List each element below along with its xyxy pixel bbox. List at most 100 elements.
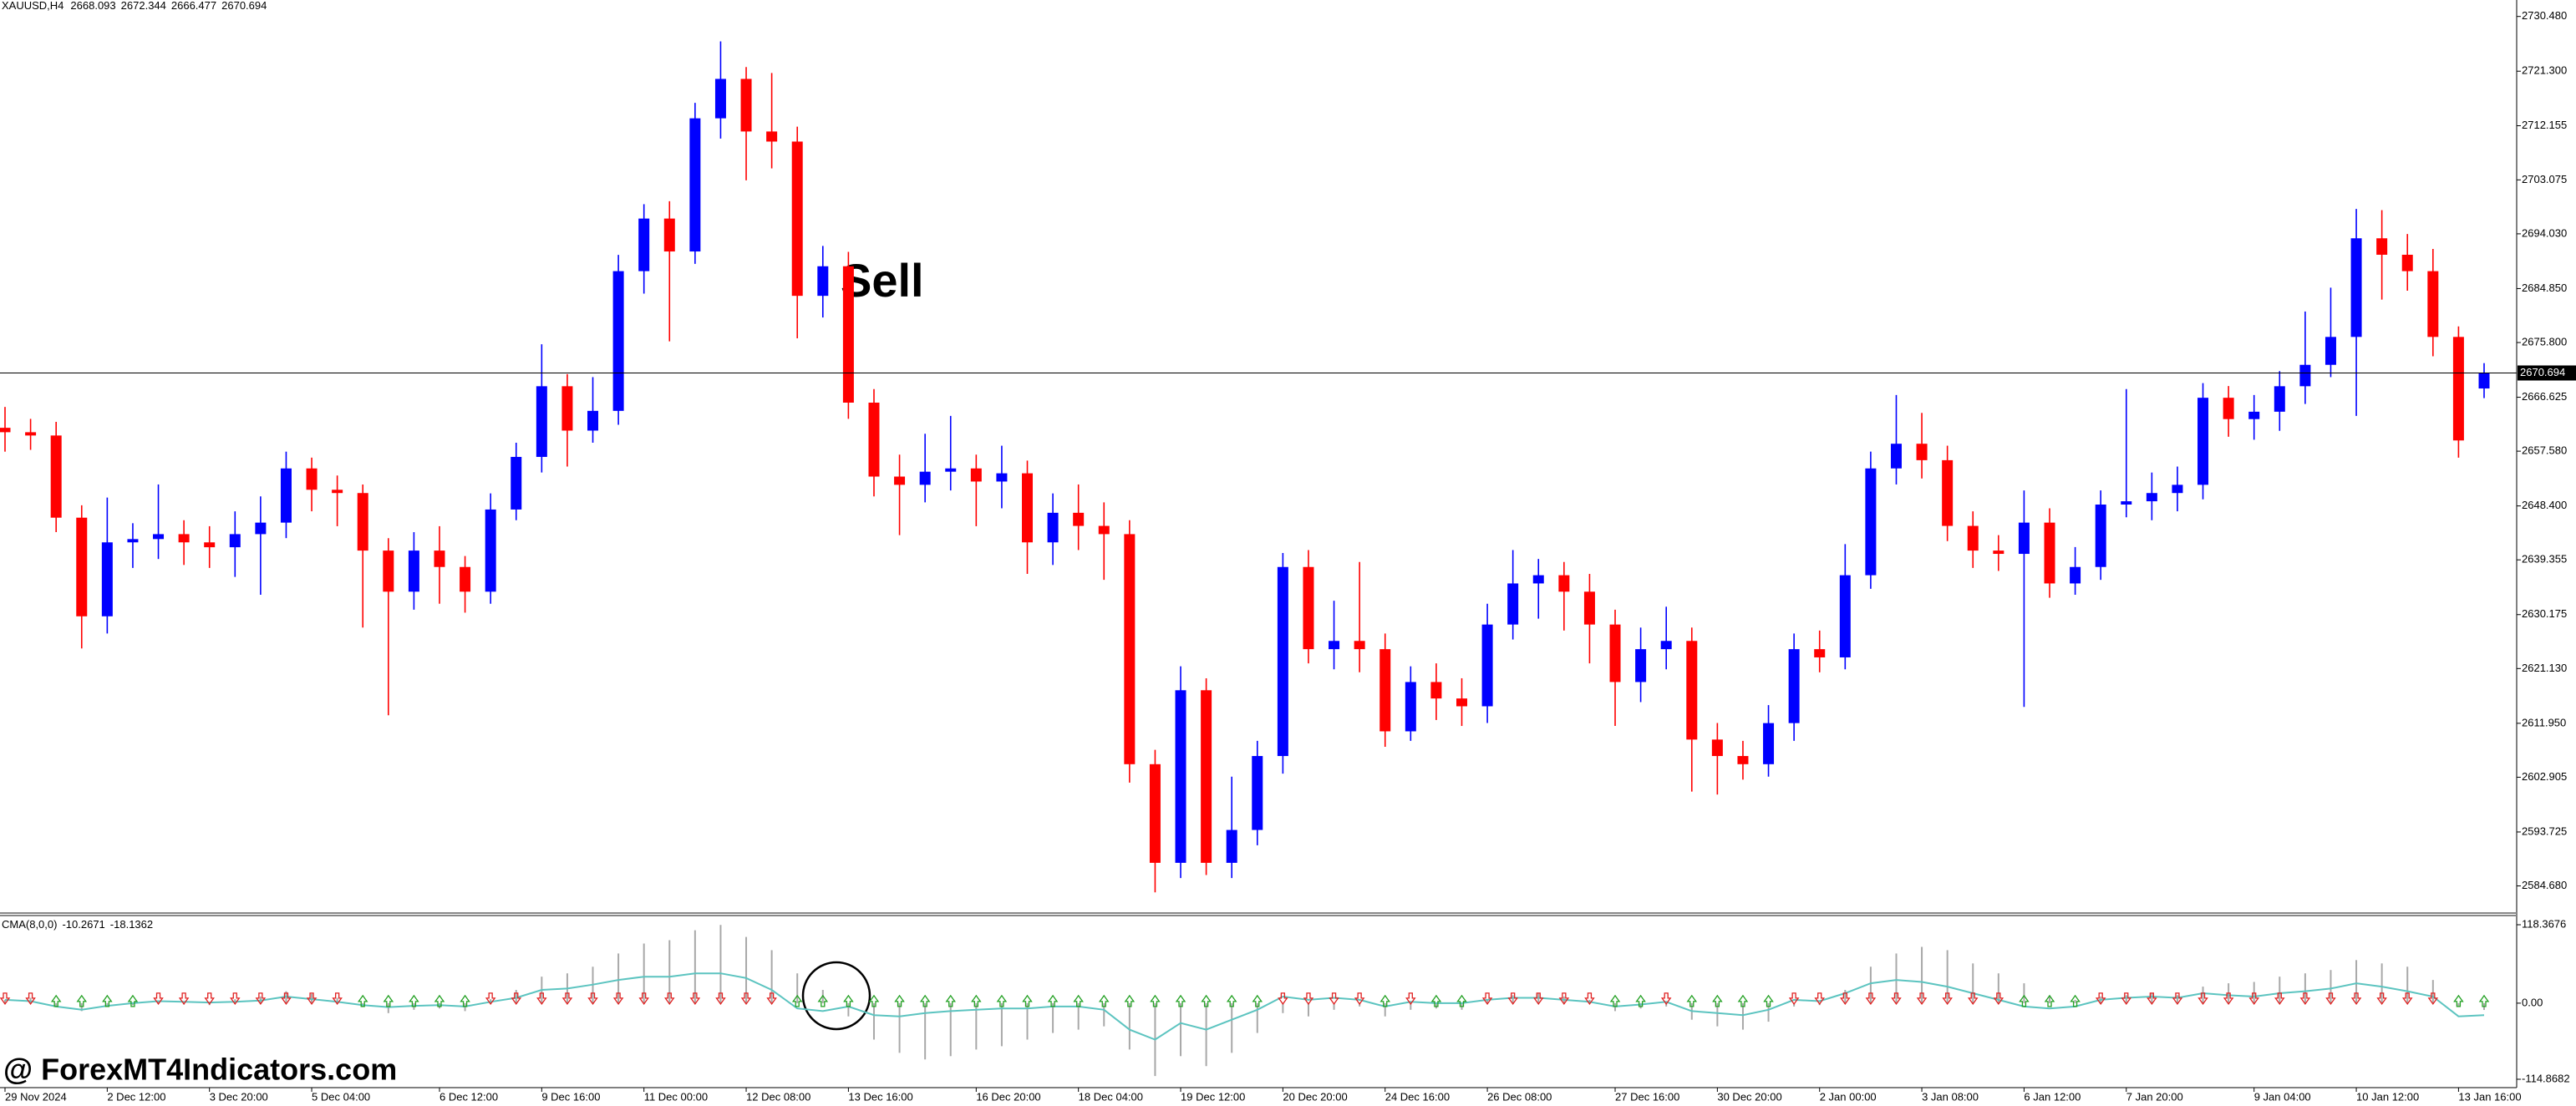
candle-body xyxy=(714,79,726,119)
candle-body xyxy=(1814,649,1826,657)
candle-body xyxy=(2248,411,2260,419)
signal-arrow xyxy=(945,994,957,1007)
low-value: 2666.477 xyxy=(171,0,216,12)
candle-body xyxy=(25,432,37,436)
candle-body xyxy=(1098,525,1110,535)
signal-arrow xyxy=(2147,992,2157,1006)
candle-body xyxy=(485,509,496,592)
candle-body xyxy=(663,218,675,252)
signal-arrow xyxy=(817,994,829,1007)
y-tick-label: 2593.725 xyxy=(2522,824,2567,837)
x-tick-label: 3 Jan 08:00 xyxy=(1922,1090,1979,1103)
y-tick-label: 2584.680 xyxy=(2522,879,2567,891)
x-tick-label: 19 Dec 12:00 xyxy=(1181,1090,1245,1103)
candle-body xyxy=(0,428,11,433)
signal-arrow xyxy=(2070,994,2081,1007)
x-tick-label: 26 Dec 08:00 xyxy=(1487,1090,1552,1103)
signal-arrow xyxy=(1993,992,2004,1006)
watermark: @ ForexMT4Indicators.com xyxy=(3,1053,397,1087)
candle-body xyxy=(1967,525,1979,551)
signal-arrow xyxy=(1865,992,1877,1006)
signal-arrow xyxy=(1891,992,1902,1006)
signal-arrow xyxy=(1712,994,1723,1007)
candle-body xyxy=(460,566,471,592)
annotation: Sell xyxy=(841,254,924,307)
signal-arrow xyxy=(2274,992,2285,1006)
candle-body xyxy=(1175,690,1186,863)
y-tick-label: 0.00 xyxy=(2522,996,2543,1008)
x-tick-label: 27 Dec 16:00 xyxy=(1615,1090,1679,1103)
candle-body xyxy=(1124,534,1136,764)
candle-body xyxy=(127,539,139,543)
y-tick-label: 2657.580 xyxy=(2522,444,2567,457)
candle-body xyxy=(2172,485,2183,494)
signal-arrow xyxy=(1763,994,1774,1007)
candle-body xyxy=(1047,512,1059,543)
x-tick-label: 24 Dec 16:00 xyxy=(1385,1090,1450,1103)
signal-arrow xyxy=(612,992,624,1006)
candle-body xyxy=(2018,522,2030,555)
y-tick-label: 2648.400 xyxy=(2522,499,2567,511)
signal-arrow xyxy=(178,992,190,1006)
candle-body xyxy=(587,410,599,431)
signal-arrow xyxy=(561,992,573,1006)
signal-arrow xyxy=(1967,992,1979,1006)
indicator-value: -10.2671 xyxy=(62,918,104,931)
candle-body xyxy=(868,403,880,477)
signal-arrow xyxy=(536,992,547,1006)
candle-body xyxy=(306,468,318,490)
x-tick-label: 6 Dec 12:00 xyxy=(439,1090,498,1103)
candle-body xyxy=(638,218,650,271)
candle-body xyxy=(1022,473,1034,543)
x-tick-label: 13 Jan 16:00 xyxy=(2458,1090,2521,1103)
signal-arrow xyxy=(1916,992,1928,1006)
signal-arrow xyxy=(791,994,803,1007)
candle-body xyxy=(2324,337,2336,365)
candle-body xyxy=(536,386,547,457)
x-tick-label: 13 Dec 16:00 xyxy=(848,1090,912,1103)
x-tick-label: 20 Dec 20:00 xyxy=(1283,1090,1347,1103)
candle-body xyxy=(2299,364,2311,387)
candle-body xyxy=(2197,398,2209,485)
signal-arrow xyxy=(1456,994,1467,1007)
x-tick-label: 30 Dec 20:00 xyxy=(1717,1090,1781,1103)
candle-body xyxy=(255,522,267,535)
y-tick-label: 2630.175 xyxy=(2522,607,2567,620)
open-value: 2668.093 xyxy=(70,0,115,12)
signal-arrow xyxy=(996,994,1008,1007)
candle-body xyxy=(1737,756,1749,764)
x-tick-label: 10 Jan 12:00 xyxy=(2356,1090,2419,1103)
candle-body xyxy=(2070,566,2081,584)
candle-body xyxy=(2401,254,2413,271)
signal-arrow xyxy=(204,992,215,1006)
x-tick-label: 16 Dec 20:00 xyxy=(976,1090,1040,1103)
price-label: 2670.694 xyxy=(2520,366,2565,378)
candle-body xyxy=(1788,649,1800,723)
signal-arrow xyxy=(2019,994,2030,1007)
y-tick-label: 2721.300 xyxy=(2522,64,2567,77)
indicator-line xyxy=(4,972,2485,1041)
signal-arrow xyxy=(2172,992,2183,1006)
indicator-title: CMA(8,0,0) xyxy=(2,918,57,931)
candle-body xyxy=(1609,624,1621,682)
indicator-value: -18.1362 xyxy=(110,918,153,931)
candle-body xyxy=(1201,690,1212,863)
y-tick-label: 2712.155 xyxy=(2522,119,2567,131)
signal-arrow xyxy=(1686,994,1698,1007)
candle-body xyxy=(1379,649,1391,732)
candle-body xyxy=(1149,764,1161,863)
signal-arrow xyxy=(1201,994,1212,1007)
candle-body xyxy=(1660,641,1672,650)
candle-body xyxy=(740,79,752,132)
x-tick-label: 2 Jan 00:00 xyxy=(1820,1090,1877,1103)
signal-arrow xyxy=(1226,994,1237,1007)
x-tick-label: 2 Dec 12:00 xyxy=(107,1090,165,1103)
signal-arrow xyxy=(1354,992,1365,1006)
signal-arrow xyxy=(2401,992,2413,1006)
x-tick-label: 6 Jan 12:00 xyxy=(2024,1090,2081,1103)
candle-body xyxy=(2095,505,2106,567)
signal-arrow xyxy=(50,994,62,1007)
candle-body xyxy=(1635,649,1647,682)
signal-arrow xyxy=(2299,992,2311,1006)
